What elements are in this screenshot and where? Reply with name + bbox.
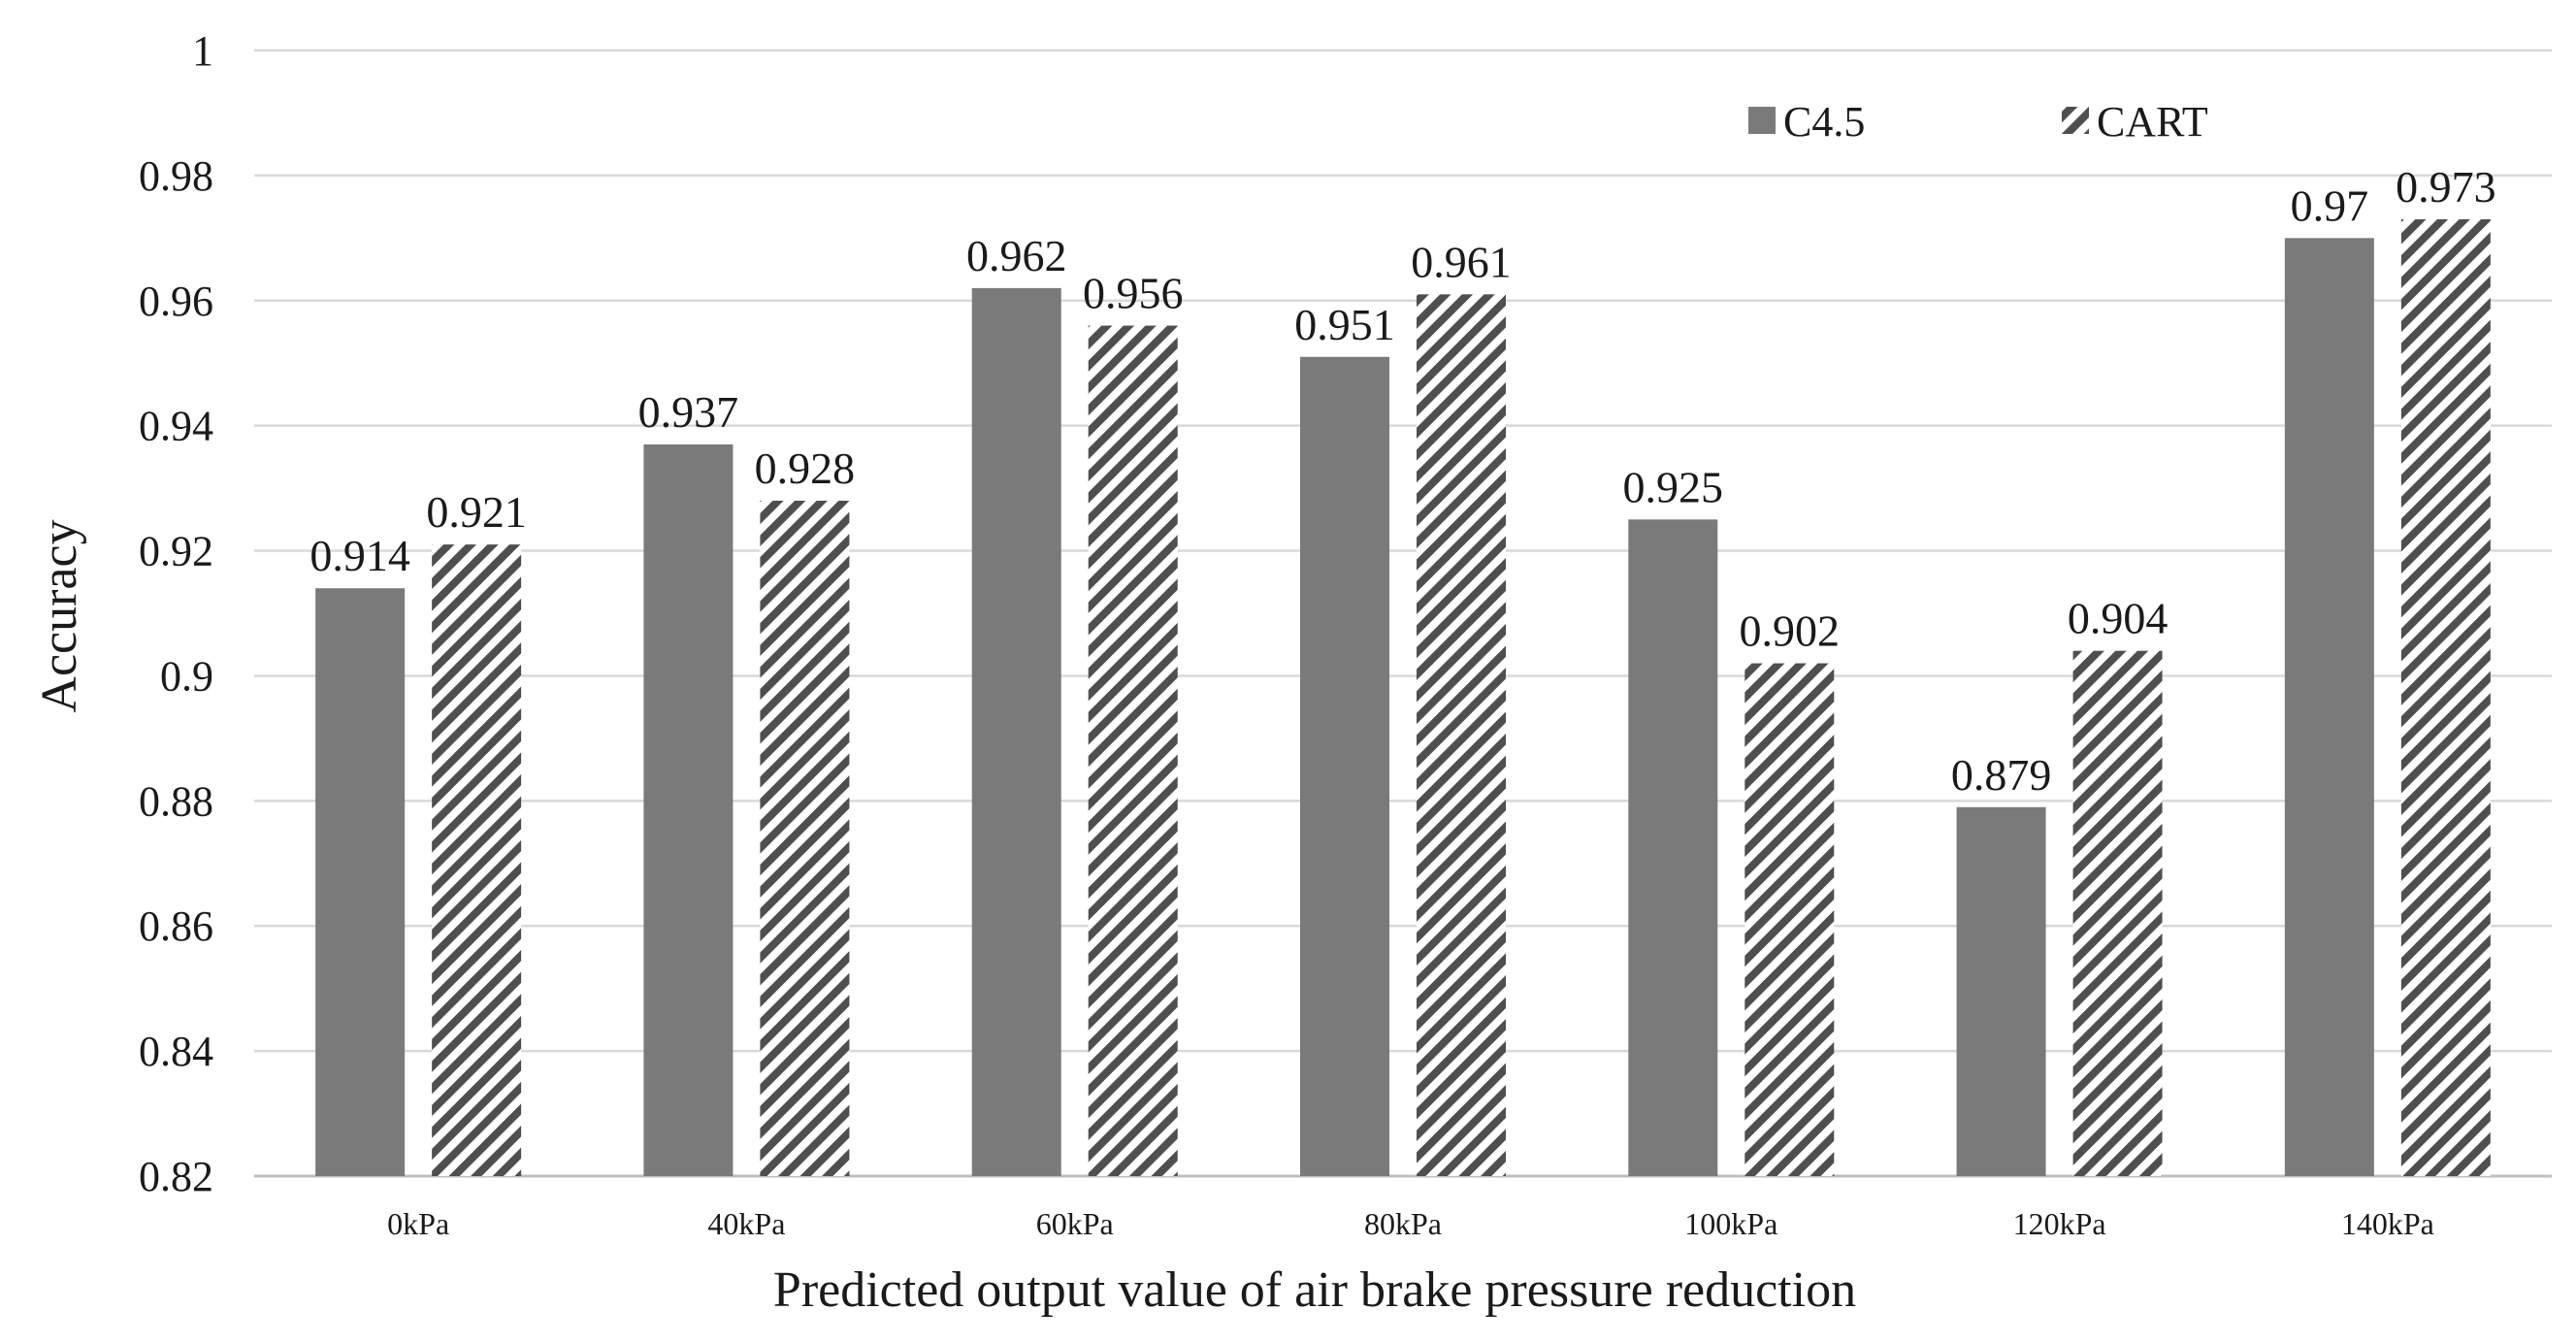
data-label: 0.925 — [1623, 462, 1724, 511]
gridlines — [254, 49, 2552, 1178]
y-axis-title: Accuracy — [32, 519, 87, 712]
data-label: 0.928 — [755, 443, 856, 493]
data-label: 0.962 — [966, 231, 1067, 280]
data-label: 0.973 — [2396, 162, 2496, 212]
data-label: 0.937 — [638, 387, 739, 437]
x-axis-title: Predicted output value of air brake pres… — [773, 1262, 1856, 1318]
data-label: 0.951 — [1294, 300, 1395, 349]
y-tick-label: 0.92 — [139, 528, 213, 575]
data-label: 0.904 — [2068, 594, 2168, 643]
y-axis-ticks: 0.82 0.84 0.86 0.88 0.9 0.92 0.94 0.96 0.98 1 — [139, 27, 213, 1200]
y-tick-label: 0.9 — [160, 652, 213, 700]
y-tick-label: 1 — [192, 27, 213, 75]
bar-cart-40kpa — [760, 501, 850, 1176]
x-tick-label: 100kPa — [1684, 1206, 1777, 1241]
data-label: 0.921 — [426, 487, 527, 537]
legend-label-cart: CART — [2097, 98, 2208, 146]
legend-swatch-cart — [2062, 107, 2089, 134]
x-axis-ticks: 0kPa 40kPa 60kPa 80kPa 100kPa 120kPa 140kPa — [387, 1206, 2434, 1241]
legend-label-c45: C4.5 — [1783, 98, 1865, 146]
bar-c45-40kpa — [643, 444, 734, 1176]
bar-cart-0kpa — [432, 544, 522, 1176]
y-tick-label: 0.88 — [139, 777, 213, 825]
data-label: 0.902 — [1740, 606, 1841, 656]
y-tick-label: 0.84 — [139, 1028, 213, 1075]
y-tick-label: 0.96 — [139, 278, 213, 325]
y-tick-label: 0.94 — [139, 403, 213, 450]
data-label: 0.879 — [1951, 750, 2052, 800]
data-label: 0.956 — [1083, 269, 1184, 318]
data-label: 0.961 — [1411, 237, 1512, 286]
bar-c45-140kpa — [2284, 238, 2374, 1177]
x-tick-label: 0kPa — [387, 1206, 449, 1241]
bar-cart-100kpa — [1745, 663, 1835, 1176]
bar-c45-120kpa — [1956, 806, 2046, 1176]
x-tick-label: 80kPa — [1364, 1206, 1442, 1241]
x-tick-label: 120kPa — [2013, 1206, 2106, 1241]
bars — [315, 219, 2491, 1177]
data-label: 0.97 — [2291, 180, 2369, 230]
data-labels: 0.914 0.921 0.937 0.928 0.962 0.956 0.951 0.961… — [310, 162, 2495, 800]
y-tick-label: 0.82 — [139, 1153, 213, 1200]
bar-c45-0kpa — [315, 588, 406, 1176]
x-tick-label: 140kPa — [2341, 1206, 2434, 1241]
bar-cart-60kpa — [1088, 325, 1178, 1176]
legend: C4.5 CART — [1748, 98, 2208, 146]
bar-cart-120kpa — [2072, 650, 2163, 1176]
bar-cart-140kpa — [2400, 219, 2491, 1176]
x-tick-label: 60kPa — [1036, 1206, 1114, 1241]
bar-c45-60kpa — [971, 287, 1061, 1176]
data-label: 0.914 — [310, 531, 410, 580]
x-tick-label: 40kPa — [707, 1206, 785, 1241]
y-tick-label: 0.98 — [139, 152, 213, 200]
legend-swatch-c45 — [1748, 107, 1776, 134]
y-tick-label: 0.86 — [139, 902, 213, 950]
bar-cart-80kpa — [1417, 294, 1506, 1176]
bar-c45-100kpa — [1628, 519, 1718, 1176]
bar-c45-80kpa — [1300, 356, 1389, 1176]
